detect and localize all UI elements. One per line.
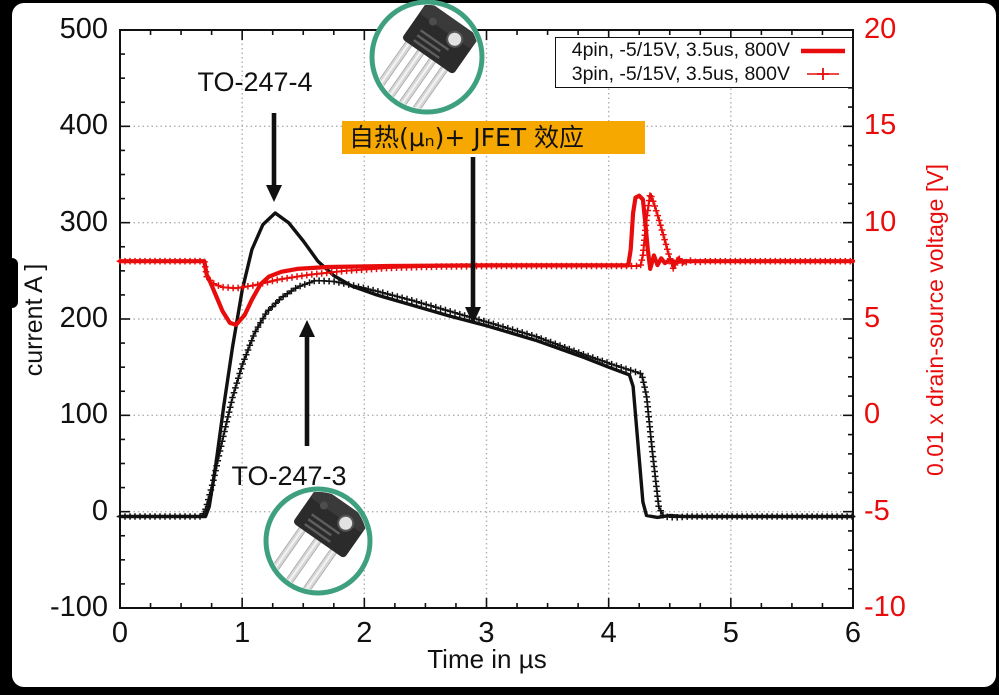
left-axis-tick-label: 100 [59, 398, 108, 431]
annotation-self-heating-jfet: 自热(μₙ)+ JFET 效应 [342, 121, 645, 154]
legend-row-4pin: 4pin, -5/15V, 3.5us, 800V [556, 39, 852, 62]
x-axis-tick-label: 5 [722, 617, 739, 649]
arrow-to-247-3-icon [299, 320, 315, 446]
legend-sample-plus-marker-icon [807, 68, 839, 81]
legend-sample-solid-line-icon [801, 48, 845, 53]
curve-4pin-current [118, 211, 855, 520]
left-axis-tick-label: 500 [59, 13, 108, 45]
left-edge-notch [0, 258, 18, 308]
chart-canvas: 500 400 300 200 100 0 -100 20 15 10 5 0 -5 -10 0 1 2 3 4 5 6… [12, 0, 996, 687]
arrow-self-heating-jfet-icon [465, 157, 481, 324]
right-axis-tick-label: 5 [864, 302, 881, 334]
right-axis-tick-label: 15 [864, 109, 897, 142]
x-axis-tick-label: 2 [356, 617, 373, 649]
x-axis-tick-label: 4 [600, 617, 617, 649]
left-axis-tick-label: -100 [49, 591, 108, 623]
x-axis-tick-label: 3 [478, 617, 495, 649]
x-axis-title: Time in µs [427, 644, 547, 674]
left-axis-tick-label: 200 [59, 302, 108, 334]
left-axis-tick-label: 400 [59, 109, 108, 142]
right-axis-tick-label: 0 [864, 398, 881, 431]
right-axis-tick-label: -10 [864, 591, 906, 623]
legend-label-4pin: 4pin, -5/15V, 3.5us, 800V [571, 39, 790, 62]
markers-3pin-voltage [116, 192, 854, 292]
legend-label-3pin: 3pin, -5/15V, 3.5us, 800V [571, 62, 790, 85]
right-axis-tick-label: 20 [864, 13, 897, 45]
left-axis-tick-label: 300 [59, 205, 108, 238]
right-axis-tick-label: -5 [864, 494, 890, 527]
markers-3pin-current [116, 277, 856, 521]
arrow-to-247-4-icon [266, 113, 282, 202]
x-axis-tick-label: 0 [111, 617, 129, 649]
x-axis-tick-label: 6 [844, 617, 862, 649]
x-axis-tick-label: 1 [234, 617, 251, 649]
right-axis-tick-label: 10 [864, 205, 897, 238]
annotation-to-247-4: TO-247-4 [197, 67, 313, 97]
legend-row-3pin: 3pin, -5/15V, 3.5us, 800V [556, 63, 852, 85]
annotation-to-247-3: TO-247-3 [231, 461, 347, 491]
right-axis-title: 0.01 x drain-source voltage [V] [922, 164, 948, 476]
left-axis-title: current A ] [20, 263, 48, 377]
to-247-4-package-photo-icon [375, 5, 478, 109]
legend: 4pin, -5/15V, 3.5us, 800V 3pin, -5/15V, … [555, 37, 853, 88]
left-axis-tick-label: 0 [91, 494, 108, 527]
